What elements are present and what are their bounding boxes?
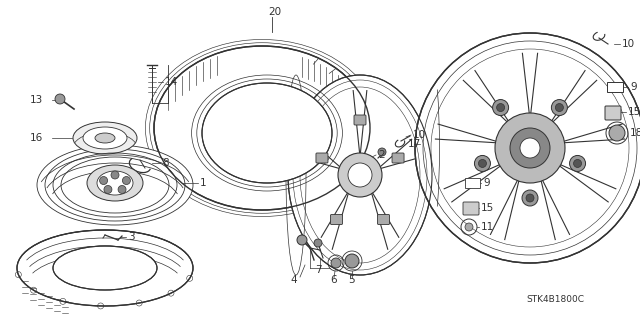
Ellipse shape	[17, 230, 193, 306]
Ellipse shape	[338, 153, 382, 197]
Circle shape	[522, 190, 538, 206]
Text: STK4B1800C: STK4B1800C	[526, 295, 584, 305]
Circle shape	[495, 113, 565, 183]
Circle shape	[465, 223, 473, 231]
Text: 18: 18	[630, 128, 640, 138]
Circle shape	[111, 171, 119, 179]
Circle shape	[573, 160, 582, 167]
Ellipse shape	[288, 75, 432, 275]
Circle shape	[493, 100, 509, 115]
Text: 9: 9	[630, 82, 637, 92]
Ellipse shape	[37, 145, 193, 225]
Text: 1: 1	[200, 178, 207, 188]
Text: 3: 3	[128, 232, 134, 242]
Circle shape	[297, 235, 307, 245]
Ellipse shape	[348, 163, 372, 187]
Ellipse shape	[95, 133, 115, 143]
Text: 6: 6	[330, 275, 337, 285]
Text: 9: 9	[483, 178, 490, 188]
Ellipse shape	[73, 122, 137, 154]
Text: 15: 15	[481, 203, 494, 213]
Circle shape	[520, 138, 540, 158]
Text: 20: 20	[268, 7, 281, 17]
Text: 16: 16	[30, 133, 44, 143]
Circle shape	[122, 176, 131, 184]
Text: 10: 10	[622, 39, 635, 49]
Circle shape	[609, 125, 625, 141]
Text: 13: 13	[30, 95, 44, 105]
Ellipse shape	[202, 83, 332, 183]
Circle shape	[526, 194, 534, 202]
Circle shape	[118, 185, 126, 193]
Circle shape	[100, 176, 108, 184]
Circle shape	[345, 254, 359, 268]
Circle shape	[415, 33, 640, 263]
Circle shape	[552, 100, 568, 115]
FancyBboxPatch shape	[392, 153, 404, 163]
Ellipse shape	[154, 46, 370, 210]
Circle shape	[570, 155, 586, 171]
Circle shape	[556, 104, 563, 112]
FancyBboxPatch shape	[605, 106, 621, 120]
Circle shape	[314, 239, 322, 247]
Circle shape	[331, 258, 341, 268]
Circle shape	[479, 160, 486, 167]
Text: 10: 10	[413, 130, 426, 140]
FancyBboxPatch shape	[463, 202, 479, 215]
Circle shape	[510, 128, 550, 168]
Text: 2: 2	[378, 150, 385, 160]
Text: 4: 4	[290, 275, 296, 285]
FancyBboxPatch shape	[607, 82, 623, 92]
Text: 7: 7	[315, 265, 322, 275]
Text: 11: 11	[481, 222, 494, 232]
Ellipse shape	[83, 127, 127, 149]
FancyBboxPatch shape	[354, 115, 366, 125]
Ellipse shape	[97, 171, 133, 195]
Ellipse shape	[53, 246, 157, 290]
Circle shape	[104, 185, 112, 193]
Ellipse shape	[87, 165, 143, 201]
FancyBboxPatch shape	[465, 178, 480, 188]
Text: 14: 14	[165, 77, 179, 87]
Circle shape	[474, 155, 490, 171]
Text: 5: 5	[348, 275, 355, 285]
FancyBboxPatch shape	[330, 214, 342, 225]
Text: 15: 15	[628, 107, 640, 117]
FancyBboxPatch shape	[378, 214, 390, 225]
FancyBboxPatch shape	[316, 153, 328, 163]
Circle shape	[55, 94, 65, 104]
Circle shape	[497, 104, 504, 112]
Circle shape	[378, 148, 386, 156]
Text: 8: 8	[162, 158, 168, 168]
Text: 17: 17	[408, 139, 421, 149]
